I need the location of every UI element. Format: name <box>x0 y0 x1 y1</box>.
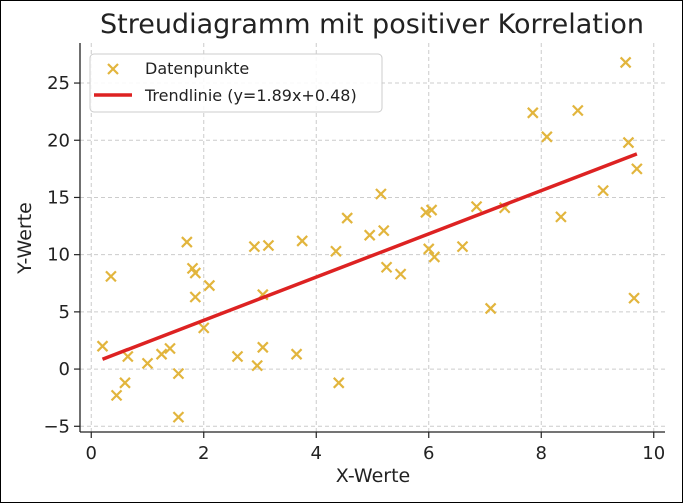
y-tick-label: 25 <box>47 73 70 94</box>
data-point <box>119 377 131 389</box>
legend-label-datenpunkte: Datenpunkte <box>145 59 249 78</box>
data-point <box>484 302 497 315</box>
data-point <box>257 341 269 354</box>
data-point <box>189 267 202 279</box>
legend-x-marker <box>107 63 119 75</box>
data-point <box>394 268 407 280</box>
data-point <box>172 367 185 380</box>
data-point <box>628 292 640 304</box>
x-tick-label: 0 <box>86 443 97 464</box>
data-point <box>164 342 176 355</box>
data-point <box>456 240 469 253</box>
data-point <box>527 107 539 119</box>
x-tick-label: 6 <box>423 443 434 464</box>
axes <box>74 43 665 438</box>
chart-title: Streudiagramm mit positiver Korrelation <box>100 9 644 40</box>
trend-line <box>101 152 638 361</box>
data-point <box>619 56 632 69</box>
data-point <box>110 389 123 402</box>
legend-box <box>89 53 383 113</box>
legend: Datenpunkte Trendlinie (y=1.89x+0.48) <box>89 53 383 113</box>
data-point <box>231 350 244 363</box>
data-point <box>96 340 109 352</box>
data-point <box>197 322 210 334</box>
data-point <box>572 104 584 117</box>
data-point <box>105 270 117 283</box>
data-point <box>262 239 275 252</box>
data-point <box>422 243 435 255</box>
y-tick-label: −5 <box>43 416 70 437</box>
x-tick-label: 2 <box>198 443 209 464</box>
y-axis-title: Y-Werte <box>14 202 36 275</box>
data-point <box>251 359 263 372</box>
data-point <box>377 224 390 237</box>
data-point <box>380 261 393 274</box>
legend-marker-scatter <box>107 63 119 75</box>
data-point <box>203 279 216 292</box>
data-point <box>375 188 387 200</box>
data-point <box>122 350 134 363</box>
data-point <box>290 348 303 360</box>
data-point <box>341 212 353 224</box>
x-tick-label: 10 <box>642 443 665 464</box>
y-tick-label: 15 <box>47 187 70 208</box>
y-tick-label: 5 <box>59 302 70 323</box>
data-point <box>155 348 168 360</box>
y-tick-label: 0 <box>59 359 70 380</box>
data-point <box>470 200 483 213</box>
data-point <box>248 240 261 253</box>
x-tick-label: 4 <box>311 443 322 464</box>
y-tick-label: 10 <box>47 245 70 266</box>
data-point <box>181 236 193 248</box>
data-point <box>428 251 441 263</box>
x-tick-label: 8 <box>536 443 547 464</box>
legend-label-trendlinie: Trendlinie (y=1.89x+0.48) <box>144 86 357 105</box>
trend-line-group <box>101 152 638 361</box>
data-point <box>296 235 308 247</box>
data-point <box>363 229 376 241</box>
data-point <box>631 163 643 175</box>
data-point <box>189 291 202 303</box>
data-point <box>332 377 345 389</box>
data-point <box>541 131 553 143</box>
tick-labels: 0 2 4 6 8 10 −5 0 5 10 15 20 25 <box>43 73 665 464</box>
data-point <box>555 211 567 223</box>
data-point <box>597 184 609 197</box>
x-axis-title: X-Werte <box>336 465 410 487</box>
data-point <box>330 245 342 258</box>
data-point <box>622 136 635 149</box>
data-point <box>172 411 185 423</box>
data-point <box>141 357 154 370</box>
y-tick-label: 20 <box>47 130 70 151</box>
data-point <box>425 204 438 216</box>
